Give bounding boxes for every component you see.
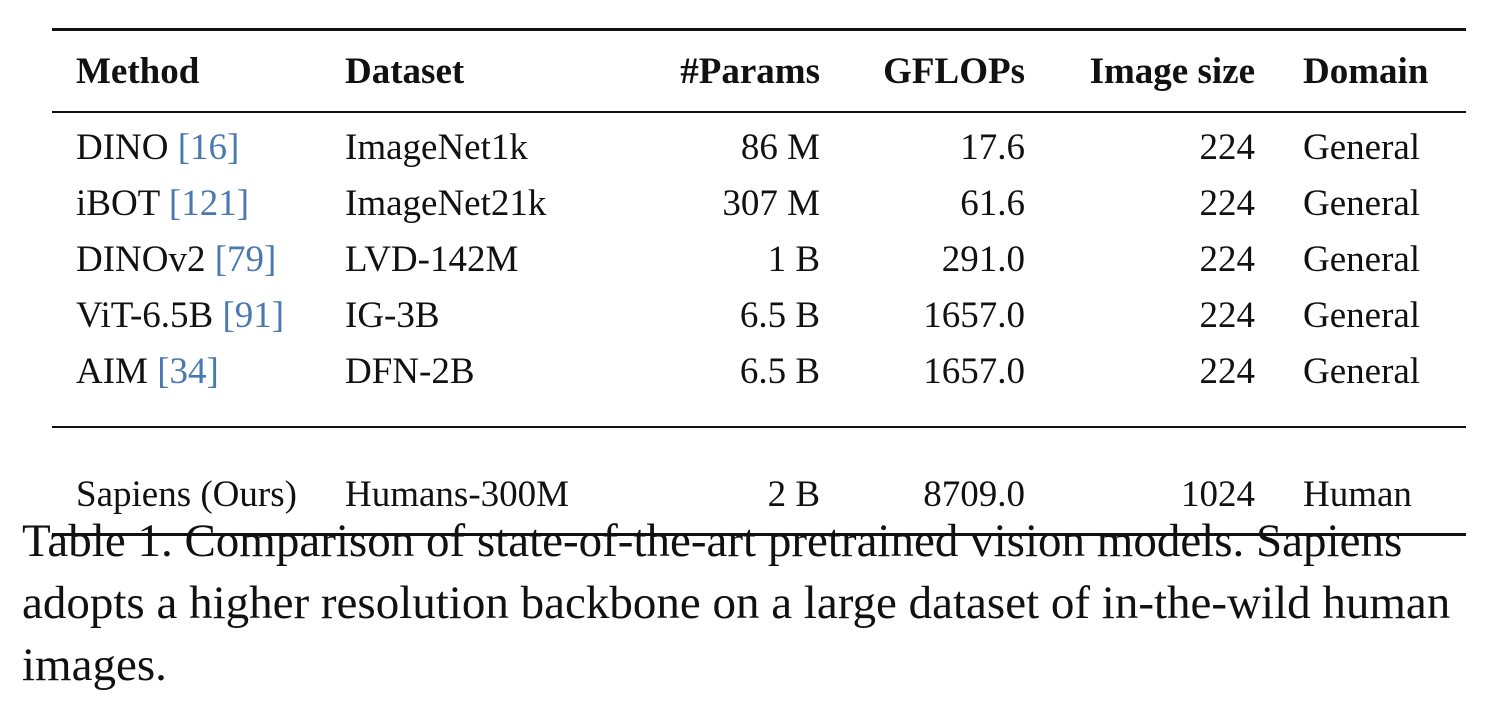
domain-cell: General [1303,182,1421,224]
method-cell: AIM [34] [52,343,345,399]
top-rule [52,28,1466,31]
domain-cell: General [1303,350,1421,392]
params-cell: 307 M [722,182,820,224]
separator-rule [52,426,1466,428]
citation-link[interactable]: [34] [157,350,219,392]
method-cell: DINOv2 [79] [52,231,345,287]
header-params: #Params [680,50,820,92]
domain-cell: General [1303,126,1421,168]
image-size-cell: 224 [1199,126,1256,168]
image-size-cell: 224 [1199,294,1256,336]
dataset-cell: LVD-142M [345,238,519,280]
citation-link[interactable]: [91] [222,294,285,336]
comparison-table: Method Dataset #Params GFLOPs Image size… [52,31,1466,533]
method-cell: DINO [16] [52,113,345,175]
domain-cell: General [1303,294,1421,336]
method-cell: ViT-6.5B [91] [52,287,345,343]
params-cell: 2 B [767,473,820,515]
comparison-table-container: Method Dataset #Params GFLOPs Image size… [52,28,1466,536]
method-name: DINO [76,126,169,168]
dataset-cell: DFN-2B [345,350,475,392]
header-image-size: Image size [1089,50,1255,92]
table-row: ViT-6.5B [91] IG-3B 6.5 B 1657.0 224 Gen… [52,287,1466,343]
citation-link[interactable]: [121] [168,182,250,224]
header-gflops: GFLOPs [883,50,1025,92]
method-name: AIM [76,350,148,392]
table-row: iBOT [121] ImageNet21k 307 M 61.6 224 Ge… [52,175,1466,231]
header-dataset: Dataset [345,50,465,92]
dataset-cell: ImageNet21k [345,182,547,224]
citation-link[interactable]: [16] [177,126,240,168]
gflops-cell: 291.0 [941,238,1025,280]
domain-cell: Human [1303,473,1412,515]
table-caption: Table 1. Comparison of state-of-the-art … [22,515,1451,691]
dataset-cell: Humans-300M [345,473,570,515]
image-size-cell: 224 [1199,238,1256,280]
bottom-rule [52,533,1466,536]
table-row: DINO [16] ImageNet1k 86 M 17.6 224 Gener… [52,113,1466,175]
gflops-cell: 61.6 [960,182,1025,224]
params-cell: 86 M [740,126,820,168]
table-row: AIM [34] DFN-2B 6.5 B 1657.0 224 General [52,343,1466,399]
image-size-cell: 1024 [1181,473,1255,515]
method-cell: Sapiens (Ours) [76,473,297,515]
header-row: Method Dataset #Params GFLOPs Image size… [52,31,1466,111]
dataset-cell: ImageNet1k [345,126,528,168]
table-row-ours: Sapiens (Ours) Humans-300M 2 B 8709.0 10… [52,455,1466,533]
params-cell: 6.5 B [739,350,820,392]
method-name: iBOT [76,182,160,224]
dataset-cell: IG-3B [345,294,440,336]
gflops-cell: 1657.0 [923,294,1025,336]
method-cell: iBOT [121] [52,175,345,231]
citation-link[interactable]: [79] [214,238,277,280]
method-name: DINOv2 [76,238,206,280]
image-size-cell: 224 [1199,350,1256,392]
params-cell: 1 B [767,238,820,280]
table-row: DINOv2 [79] LVD-142M 1 B 291.0 224 Gener… [52,231,1466,287]
params-cell: 6.5 B [739,294,820,336]
header-domain: Domain [1303,50,1429,92]
gflops-cell: 8709.0 [923,473,1025,515]
image-size-cell: 224 [1199,182,1256,224]
header-method: Method [76,50,200,92]
method-name: ViT-6.5B [76,294,214,336]
gflops-cell: 17.6 [960,126,1025,168]
header-rule [52,111,1466,113]
gflops-cell: 1657.0 [923,350,1025,392]
domain-cell: General [1303,238,1421,280]
